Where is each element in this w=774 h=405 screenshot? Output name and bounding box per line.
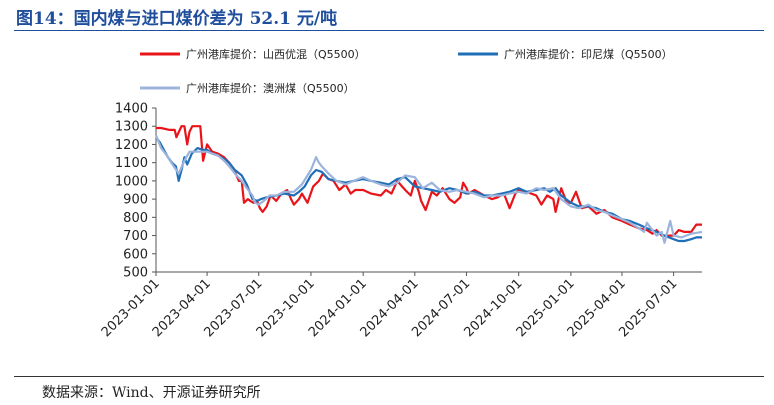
y-tick-label: 700 [123, 229, 148, 244]
y-tick-label: 1300 [115, 120, 148, 135]
source-note: 数据来源：Wind、开源证券研究所 [42, 385, 261, 401]
y-tick-label: 600 [123, 247, 148, 262]
y-tick-label: 1100 [115, 156, 148, 171]
source-divider [14, 376, 764, 377]
legend: 广州港库提价：山西优混（Q5500） 广州港库提价：印尼煤（Q5500） 广州港库提… [140, 48, 673, 95]
line-chart: 广州港库提价：山西优混（Q5500） 广州港库提价：印尼煤（Q5500） 广州港库提… [99, 48, 703, 340]
y-tick-label: 500 [123, 266, 148, 281]
series-line-2 [155, 136, 702, 243]
chart-series [154, 125, 703, 244]
chart-axes: 500600700800900100011001200130014002023-… [99, 102, 702, 340]
y-tick-label: 800 [123, 211, 148, 226]
figure-title: 图14：国内煤与进口煤价差为 52.1 元/吨 [16, 9, 338, 29]
legend-label-2: 广州港库提价：印尼煤（Q5500） [504, 48, 673, 61]
y-tick-label: 1000 [115, 174, 148, 189]
legend-label-3: 广州港库提价：澳洲煤（Q5500） [186, 82, 355, 95]
title-divider [14, 30, 764, 31]
y-tick-label: 1400 [115, 102, 148, 117]
series-line-3 [154, 134, 703, 244]
legend-label-1: 广州港库提价：山西优混（Q5500） [186, 48, 366, 61]
y-tick-label: 900 [123, 193, 148, 208]
y-tick-label: 1200 [115, 138, 148, 153]
